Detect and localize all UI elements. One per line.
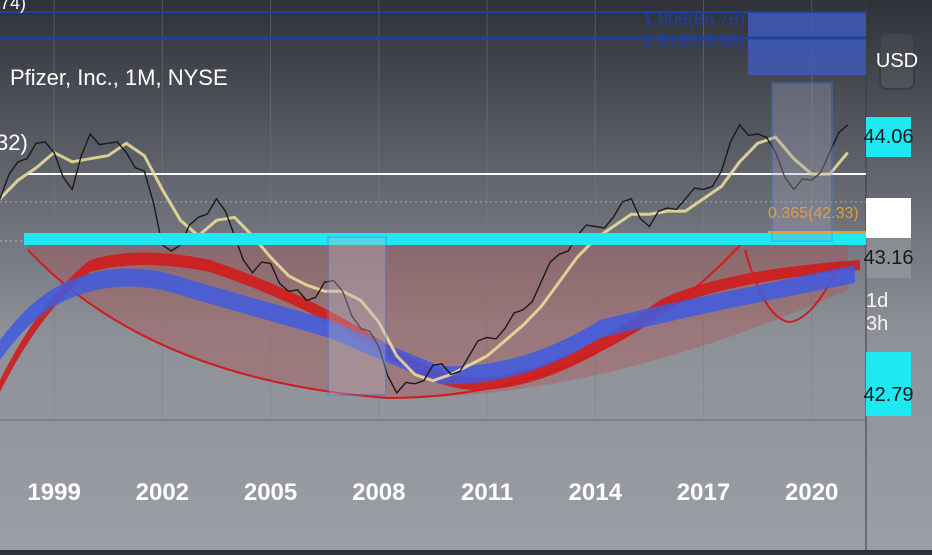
- x-axis-ticks: 1999 2002 2005 2008 2011 2014 2017 2020: [27, 479, 838, 506]
- x-tick-2020: 2020: [785, 479, 838, 506]
- legend-fragment-second: 32): [0, 130, 28, 155]
- x-tick-2008: 2008: [352, 479, 405, 506]
- x-tick-2005: 2005: [244, 479, 297, 506]
- blue-ma-band: [0, 265, 855, 385]
- price-tag-last-value: 43.16: [863, 246, 914, 269]
- x-tick-2011: 2011: [461, 479, 513, 506]
- countdown-value: 1d 3h: [866, 290, 889, 335]
- currency-button[interactable]: USD: [876, 32, 918, 90]
- fib-label-1618: 1.618(79.96): [643, 32, 745, 52]
- price-line: [0, 123, 849, 395]
- x-tick-2014: 2014: [569, 479, 623, 506]
- fib-zone-upper: [748, 12, 866, 75]
- price-tag-lower-value: 42.79: [863, 383, 914, 406]
- fib-label-0365: 0.365(42.33): [768, 205, 859, 222]
- cyan-level-band: [24, 233, 866, 245]
- countdown-tag: 1d 3h: [866, 275, 911, 351]
- yellow-ma-line: [0, 135, 849, 383]
- price-tag-last: 43.16: [863, 238, 914, 278]
- symbol-legend[interactable]: Pfizer, Inc., 1M, NYSE: [10, 65, 228, 90]
- price-tag-white-block: [866, 198, 911, 238]
- legend-fragment-top: 74): [0, 0, 26, 13]
- range-box-2008[interactable]: [327, 236, 387, 396]
- price-tag-upper: 44.06: [863, 117, 914, 157]
- red-ma-band: [0, 252, 860, 392]
- x-tick-1999: 1999: [27, 479, 80, 506]
- price-tag-lower: 42.79: [863, 352, 914, 416]
- grid-lines: [53, 0, 813, 420]
- x-tick-2017: 2017: [677, 479, 730, 506]
- price-tag-upper-value: 44.06: [863, 125, 914, 148]
- fib-label-1809: 1.809(86.79): [643, 9, 745, 29]
- x-tick-2002: 2002: [136, 479, 189, 506]
- projection-box[interactable]: [771, 82, 833, 242]
